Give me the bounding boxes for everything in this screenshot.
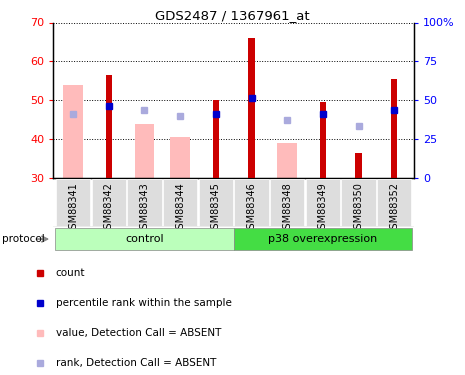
FancyBboxPatch shape — [377, 178, 412, 226]
Text: GSM88346: GSM88346 — [246, 182, 257, 235]
Bar — [213, 100, 219, 178]
Text: GSM88345: GSM88345 — [211, 182, 221, 235]
Bar — [63, 85, 83, 178]
Text: GSM88349: GSM88349 — [318, 182, 328, 235]
FancyBboxPatch shape — [127, 178, 162, 226]
Text: rank, Detection Call = ABSENT: rank, Detection Call = ABSENT — [56, 358, 216, 368]
FancyBboxPatch shape — [270, 178, 304, 226]
Text: GSM88342: GSM88342 — [104, 182, 114, 235]
Bar — [106, 75, 112, 178]
Bar — [319, 102, 326, 178]
FancyBboxPatch shape — [163, 178, 197, 226]
Text: count: count — [56, 268, 85, 278]
FancyBboxPatch shape — [234, 178, 269, 226]
Bar — [248, 38, 255, 178]
Text: p38 overexpression: p38 overexpression — [268, 234, 378, 244]
FancyBboxPatch shape — [56, 178, 90, 226]
Text: control: control — [125, 234, 164, 244]
Bar — [355, 153, 362, 178]
Text: GSM88350: GSM88350 — [353, 182, 364, 235]
FancyBboxPatch shape — [92, 178, 126, 226]
FancyBboxPatch shape — [55, 228, 233, 250]
Text: GSM88341: GSM88341 — [68, 182, 78, 235]
Bar — [277, 143, 297, 178]
Text: GSM88344: GSM88344 — [175, 182, 185, 235]
Bar — [391, 79, 398, 178]
Text: GSM88343: GSM88343 — [140, 182, 149, 235]
Bar — [170, 137, 190, 178]
FancyBboxPatch shape — [306, 178, 340, 226]
Bar — [135, 124, 154, 178]
Text: percentile rank within the sample: percentile rank within the sample — [56, 298, 232, 308]
FancyBboxPatch shape — [341, 178, 376, 226]
Text: GDS2487 / 1367961_at: GDS2487 / 1367961_at — [155, 9, 310, 22]
FancyBboxPatch shape — [233, 228, 412, 250]
FancyBboxPatch shape — [199, 178, 233, 226]
Text: GSM88352: GSM88352 — [389, 182, 399, 235]
Text: value, Detection Call = ABSENT: value, Detection Call = ABSENT — [56, 328, 221, 338]
Text: protocol: protocol — [2, 234, 45, 244]
Text: GSM88348: GSM88348 — [282, 182, 292, 235]
